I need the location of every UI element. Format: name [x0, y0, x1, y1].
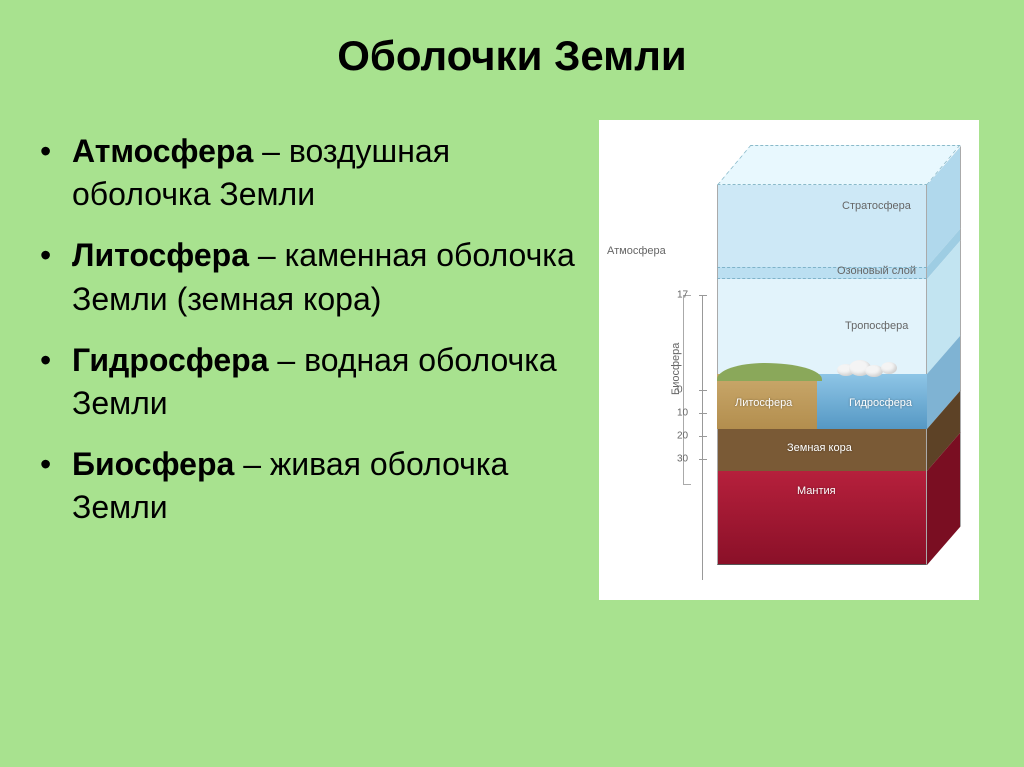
tick-10: 10	[677, 408, 688, 419]
stratosphere-label: Стратосфера	[842, 200, 911, 212]
bullet-atmosphere: Атмосфера – воздушная оболочка Земли	[30, 130, 584, 216]
bullet-biosphere: Биосфера – живая оболочка Земли	[30, 443, 584, 529]
term: Атмосфера	[72, 133, 253, 169]
lithosphere-label: Литосфера	[735, 397, 792, 409]
cube: Стратосфера Озоновый слой Тропосфера Л	[717, 145, 967, 565]
tick-30: 30	[677, 454, 688, 465]
bullet-list: Атмосфера – воздушная оболочка Земли Лит…	[30, 110, 584, 600]
bullet-hydrosphere: Гидросфера – водная оболочка Земли	[30, 339, 584, 425]
cube-top-face	[717, 145, 961, 185]
left-axis: Атмосфера Биосфера 17 0 10 20 30	[607, 160, 712, 560]
hydrosphere-label: Гидросфера	[849, 397, 912, 409]
stratosphere-layer	[717, 185, 927, 267]
bullet-lithosphere: Литосфера – каменная оболочка Земли (зем…	[30, 234, 584, 320]
troposphere-label: Тропосфера	[845, 320, 908, 332]
term: Биосфера	[72, 446, 234, 482]
mantle-label: Мантия	[797, 485, 836, 497]
content-row: Атмосфера – воздушная оболочка Земли Лит…	[0, 110, 1024, 600]
earth-layers-diagram: Атмосфера Биосфера 17 0 10 20 30 Стратос…	[599, 120, 979, 600]
tick-0: 0	[677, 385, 683, 396]
clouds-icon	[837, 360, 907, 378]
diagram-container: Атмосфера Биосфера 17 0 10 20 30 Стратос…	[584, 110, 994, 600]
atmosphere-label: Атмосфера	[607, 245, 666, 257]
term: Литосфера	[72, 237, 249, 273]
tick-20: 20	[677, 431, 688, 442]
ozone-label: Озоновый слой	[837, 265, 916, 277]
crust-label: Земная кора	[787, 442, 852, 454]
page-title: Оболочки Земли	[0, 0, 1024, 110]
term: Гидросфера	[72, 342, 269, 378]
tick-17: 17	[677, 290, 688, 301]
